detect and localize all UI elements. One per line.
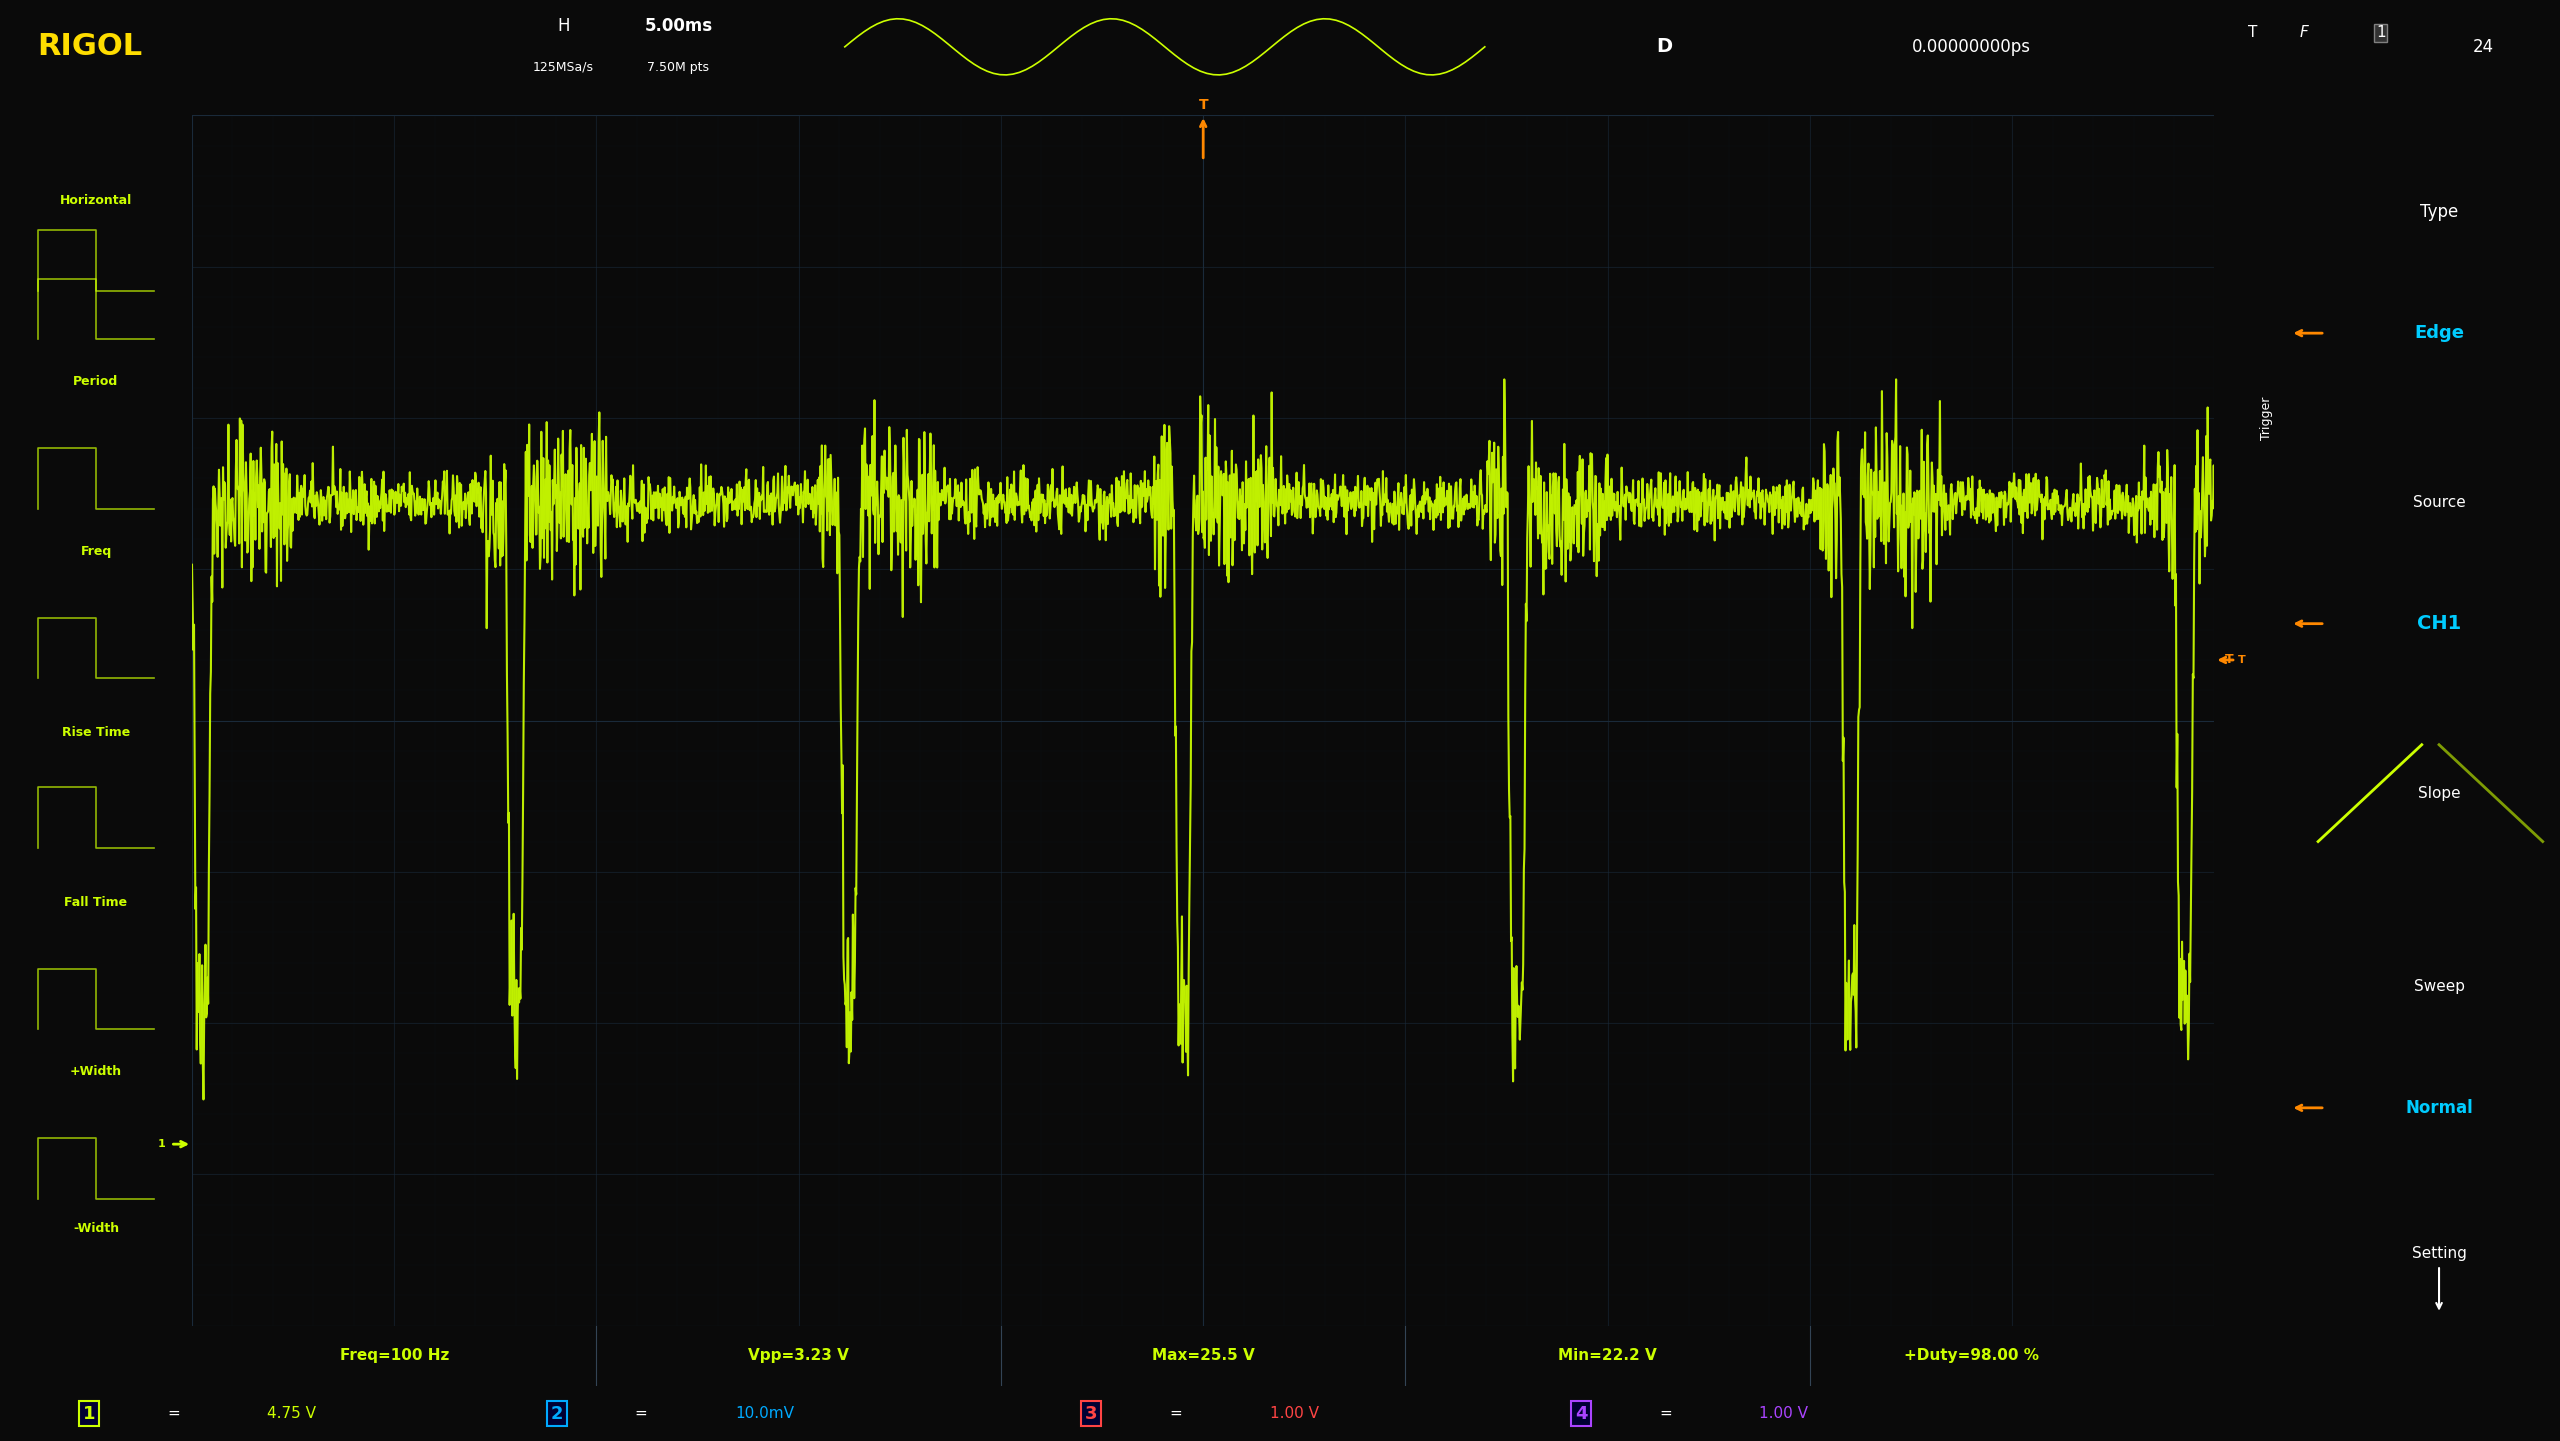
Text: +Duty=98.00 %: +Duty=98.00 % bbox=[1905, 1349, 2040, 1363]
Text: =: = bbox=[1170, 1406, 1183, 1421]
Text: T: T bbox=[2248, 26, 2258, 40]
Text: Edge: Edge bbox=[2414, 324, 2465, 342]
Text: Vpp=3.23 V: Vpp=3.23 V bbox=[748, 1349, 850, 1363]
Text: F: F bbox=[2299, 26, 2309, 40]
Text: 1.00 V: 1.00 V bbox=[1270, 1406, 1318, 1421]
Text: Normal: Normal bbox=[2406, 1099, 2473, 1117]
Text: 2: 2 bbox=[550, 1405, 563, 1422]
Text: RIGOL: RIGOL bbox=[36, 32, 143, 62]
Text: 1: 1 bbox=[82, 1405, 95, 1422]
Text: +Width: +Width bbox=[69, 1065, 123, 1078]
Text: 4.75 V: 4.75 V bbox=[266, 1406, 317, 1421]
Text: 1.00 V: 1.00 V bbox=[1759, 1406, 1807, 1421]
Text: 7.50M pts: 7.50M pts bbox=[648, 61, 709, 73]
Text: Source: Source bbox=[2412, 496, 2465, 510]
Text: T: T bbox=[2237, 656, 2245, 664]
Text: Setting: Setting bbox=[2412, 1245, 2465, 1261]
Text: Min=22.2 V: Min=22.2 V bbox=[1559, 1349, 1656, 1363]
Text: =: = bbox=[166, 1406, 179, 1421]
Text: 3: 3 bbox=[1085, 1405, 1098, 1422]
Text: Period: Period bbox=[74, 375, 118, 388]
Text: T: T bbox=[1198, 98, 1208, 112]
Text: 0.00000000ps: 0.00000000ps bbox=[1912, 37, 2030, 56]
Text: Horizontal: Horizontal bbox=[59, 193, 133, 206]
Text: Fall Time: Fall Time bbox=[64, 895, 128, 909]
Text: 4: 4 bbox=[1574, 1405, 1587, 1422]
Text: D: D bbox=[1656, 37, 1672, 56]
Text: 1: 1 bbox=[156, 1140, 166, 1148]
Text: 5.00ms: 5.00ms bbox=[645, 17, 712, 35]
Text: H: H bbox=[558, 17, 568, 35]
Text: Trigger: Trigger bbox=[2260, 396, 2273, 440]
Text: Slope: Slope bbox=[2417, 785, 2460, 801]
Text: Freq=100 Hz: Freq=100 Hz bbox=[340, 1349, 448, 1363]
Text: CH1: CH1 bbox=[2417, 614, 2460, 633]
Text: 125MSa/s: 125MSa/s bbox=[532, 61, 594, 73]
Text: Max=25.5 V: Max=25.5 V bbox=[1152, 1349, 1254, 1363]
Text: Freq: Freq bbox=[79, 545, 113, 558]
Text: 10.0mV: 10.0mV bbox=[735, 1406, 794, 1421]
Text: -Width: -Width bbox=[72, 1222, 120, 1235]
Text: Rise Time: Rise Time bbox=[61, 726, 131, 739]
Text: =: = bbox=[635, 1406, 648, 1421]
Text: 24: 24 bbox=[2473, 37, 2493, 56]
Text: =: = bbox=[1659, 1406, 1672, 1421]
Text: T: T bbox=[2225, 653, 2232, 667]
Text: Sweep: Sweep bbox=[2414, 980, 2465, 994]
Text: 1: 1 bbox=[2376, 26, 2386, 40]
Text: Type: Type bbox=[2419, 203, 2458, 220]
